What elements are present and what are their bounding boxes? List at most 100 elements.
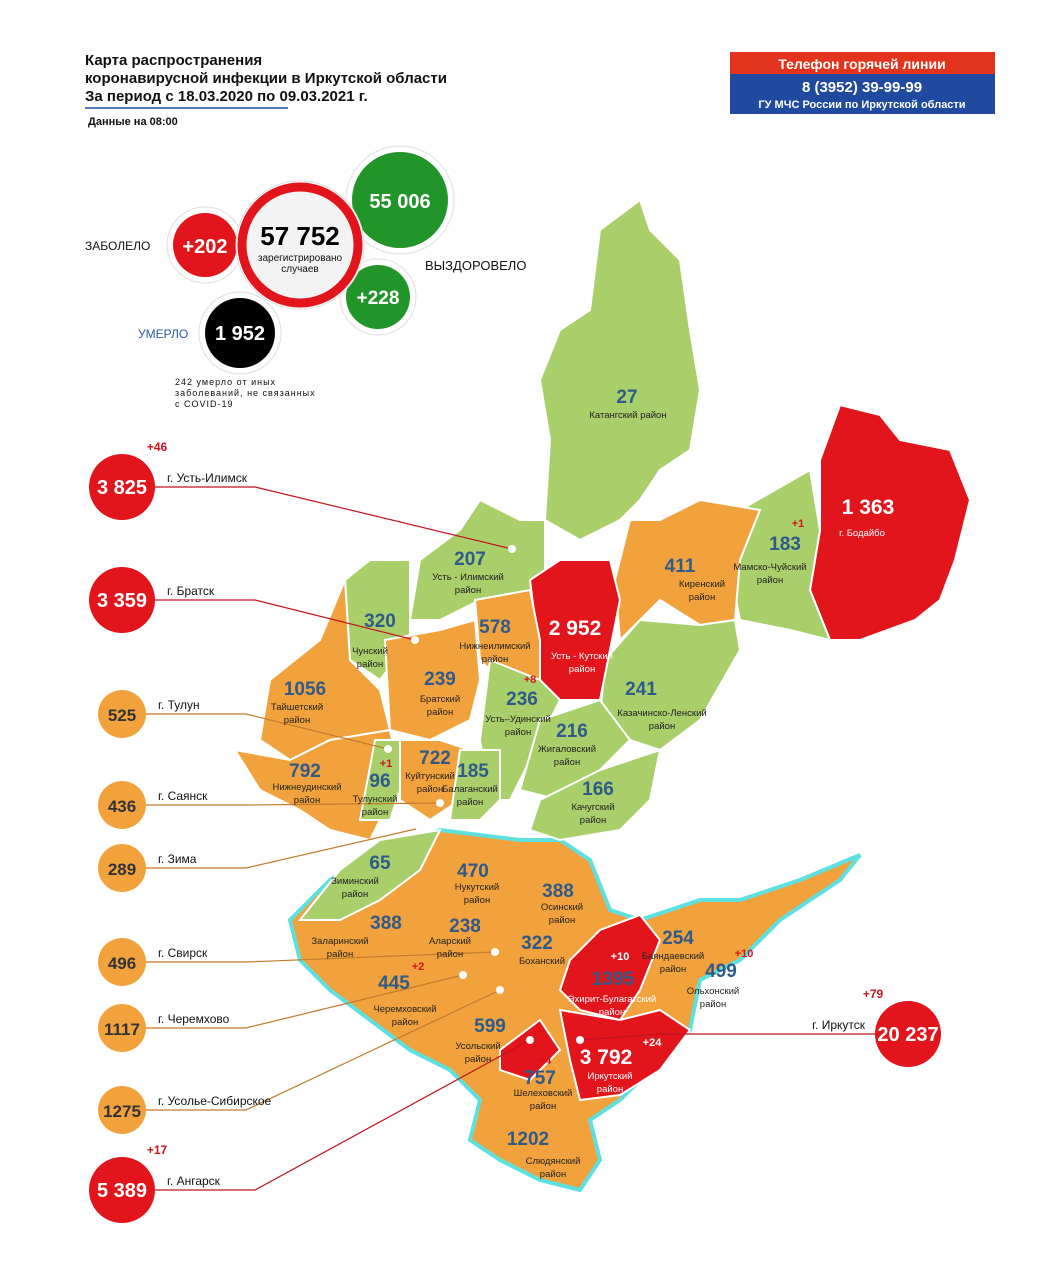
district-name: район	[427, 707, 453, 718]
city-name: г. Черемхово	[158, 1012, 230, 1026]
region	[808, 403, 972, 641]
city-circle	[875, 1001, 941, 1067]
district-delta: +10	[735, 948, 754, 960]
city-circle	[98, 938, 146, 986]
district-count: 207	[454, 549, 486, 570]
district-name: район	[284, 715, 310, 726]
leader-line	[146, 974, 464, 1029]
district-count: 499	[705, 961, 737, 982]
district-count: 322	[521, 933, 553, 954]
region	[499, 1018, 562, 1082]
circle	[205, 298, 275, 368]
district-name: Нижнеилимский	[459, 641, 530, 652]
district-count: 1202	[507, 1129, 549, 1150]
district-count: 470	[457, 861, 489, 882]
district-name: район	[294, 795, 320, 806]
city-marker	[491, 948, 499, 956]
circle	[352, 152, 448, 248]
district-name: район	[700, 999, 726, 1010]
district-count: 792	[289, 761, 321, 782]
district-name: район	[660, 964, 686, 975]
district-name: Осинский	[541, 902, 583, 913]
city-circle	[89, 1157, 155, 1223]
city-circle	[89, 454, 155, 520]
city-circle	[89, 567, 155, 633]
district-name: район	[580, 815, 606, 826]
district-count: 320	[364, 611, 396, 632]
district-count: 241	[625, 679, 657, 700]
died: 1 952	[215, 323, 265, 345]
district-name: Зиминский	[331, 876, 379, 887]
district-delta: +2	[412, 961, 425, 973]
leader-line	[579, 1033, 875, 1041]
district-count: 254	[662, 928, 694, 949]
district-count: 445	[378, 973, 410, 994]
city-circle	[98, 781, 146, 829]
region	[538, 198, 702, 542]
leader-line	[155, 599, 416, 641]
new-cases: +202	[182, 236, 227, 258]
district-name: Ольхонский	[687, 986, 739, 997]
district-name: Жигаловский	[538, 744, 596, 755]
city-count: 3 825	[97, 477, 147, 499]
recovered-new: +228	[357, 288, 400, 309]
district-name: Мамско-Чуйский	[733, 562, 806, 573]
district-name: Качугский	[571, 802, 614, 813]
district-count: 411	[665, 556, 696, 577]
district-name: Усть - Кутский	[551, 651, 613, 662]
city-count: 5 389	[97, 1180, 147, 1202]
infected-label: ЗАБОЛЕЛО	[85, 239, 150, 253]
district-name: Братский	[420, 694, 460, 705]
city-name: г. Свирск	[158, 946, 208, 960]
city-circle	[98, 1086, 146, 1134]
city-circle	[98, 1004, 146, 1052]
city-name: г. Саянск	[158, 789, 208, 803]
died-label: УМЕРЛО	[138, 327, 188, 341]
district-name: Балаганский	[442, 784, 498, 795]
district-name: район	[689, 592, 715, 603]
district-name: район	[554, 757, 580, 768]
total: 57 752	[260, 221, 340, 251]
district-count: 757	[524, 1068, 556, 1089]
leader-line	[146, 802, 441, 806]
died-note: с COVID-19	[175, 399, 234, 409]
district-count: 722	[419, 748, 451, 769]
district-name: район	[342, 889, 368, 900]
title-line: коронавирусной инфекции в Иркутской обла…	[85, 70, 447, 87]
district-count: 388	[370, 913, 402, 934]
district-name: Казачинско-Ленский	[617, 708, 706, 719]
district-count: 2 952	[549, 617, 602, 640]
district-name: Тулунский	[353, 794, 398, 805]
city-marker	[526, 1036, 534, 1044]
city-count: 1117	[104, 1020, 140, 1039]
district-name: Усть - Илимский	[432, 572, 504, 583]
district-name: район	[757, 575, 783, 586]
died-note: 242 умерло от иных	[175, 377, 276, 387]
district-name: район	[599, 1007, 625, 1018]
district-count: 238	[449, 916, 481, 937]
city-count: 525	[108, 706, 136, 725]
title-line: Карта распространения	[85, 52, 262, 69]
district-count: 185	[457, 761, 489, 782]
city-name: г. Усолье-Сибирское	[158, 1094, 272, 1108]
city-marker	[411, 636, 419, 644]
district-name: район	[464, 895, 490, 906]
district-name: Черемховский	[373, 1004, 436, 1015]
district-name: Тайшетский	[271, 702, 323, 713]
district-name: Усть–Удинский	[485, 714, 551, 725]
total-caption: зарегистрировано	[258, 253, 343, 264]
city-marker	[508, 545, 516, 553]
district-name: район	[437, 949, 463, 960]
district-name: район	[362, 807, 388, 818]
leader-line	[155, 1039, 531, 1191]
district-name: район	[549, 915, 575, 926]
circle	[173, 213, 237, 277]
district-name: Иркутский	[588, 1071, 633, 1082]
district-count: 183	[769, 534, 801, 555]
region	[258, 579, 392, 762]
city-marker	[459, 971, 467, 979]
hotline-phone: 8 (3952) 39-99-99	[802, 79, 922, 96]
region	[528, 748, 662, 842]
city-marker	[576, 1036, 584, 1044]
district-count: 96	[369, 771, 390, 792]
